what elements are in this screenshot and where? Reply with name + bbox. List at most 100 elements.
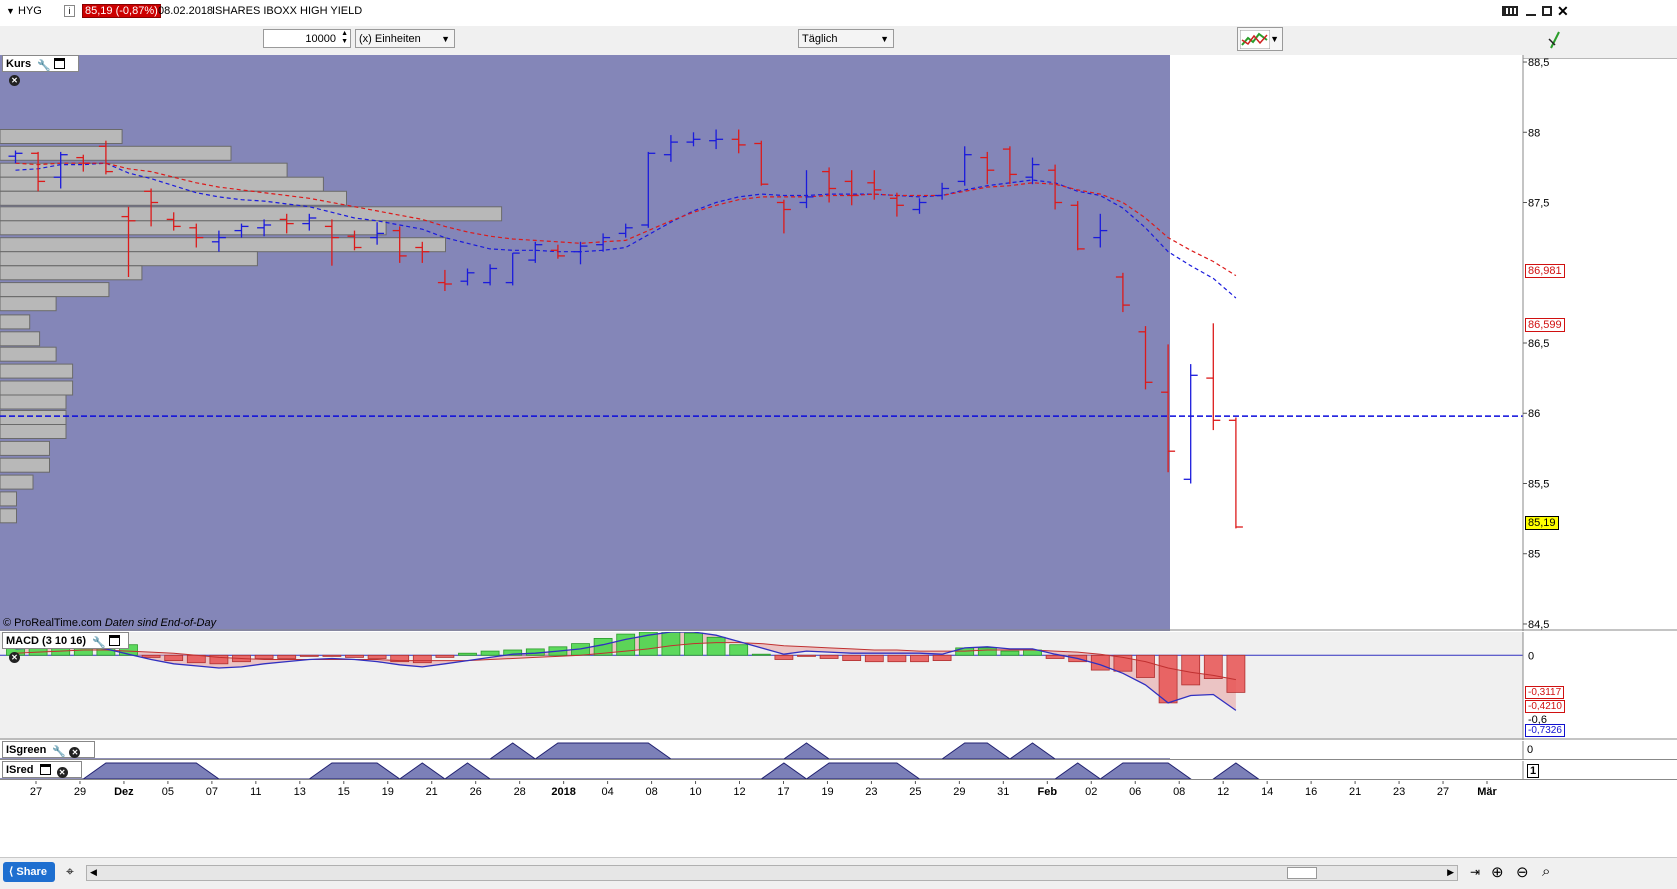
ohlc-bar	[460, 268, 475, 286]
date-tick-label: 27	[1437, 786, 1449, 798]
macd-histogram-bar	[277, 654, 297, 659]
macd-panel-title: MACD (3 10 16)	[6, 635, 87, 647]
ohlc-bar	[257, 219, 272, 237]
ohlc-bar	[957, 146, 972, 186]
ohlc-bar	[754, 140, 769, 186]
macd-histogram-bar	[480, 650, 500, 656]
ohlc-bar	[935, 182, 950, 200]
copyright-text: © ProRealTime.com	[3, 617, 102, 629]
footer-note: © ProRealTime.com Daten sind End-of-Day	[3, 617, 216, 629]
cursor-icon[interactable]: ⌖	[66, 863, 74, 879]
macd-histogram-bar	[706, 636, 726, 656]
ohlc-bar	[709, 129, 724, 150]
date-tick-label: 06	[1129, 786, 1141, 798]
ohlc-bar	[483, 264, 498, 286]
date-tick-label: 02	[1085, 786, 1097, 798]
instrument-name: ISHARES IBOXX HIGH YIELD	[212, 5, 363, 17]
ohlc-bar	[618, 223, 633, 238]
close-icon[interactable]: ✕	[9, 75, 20, 86]
macd-histogram-bar	[932, 654, 952, 661]
zoom-in-icon[interactable]: ⊕	[1491, 864, 1504, 881]
scroll-left-icon[interactable]: ◀	[90, 867, 97, 877]
date-tick-label: 31	[997, 786, 1009, 798]
ohlc-bar	[686, 132, 701, 147]
ohlc-bar	[166, 212, 181, 231]
price-panel-label[interactable]: Kurs 🔧 ✕	[2, 55, 79, 86]
minimize-icon[interactable]	[1526, 14, 1536, 16]
date-tick-label: 05	[162, 786, 174, 798]
date-tick-label: 10	[689, 786, 701, 798]
time-scrollbar[interactable]: ◀ ▶	[86, 865, 1458, 881]
macd-histogram-bar	[616, 633, 636, 656]
price-tick-label: 86	[1528, 408, 1540, 420]
ohlc-bar	[912, 198, 927, 214]
chevron-down-icon: ▼	[1270, 34, 1279, 44]
magnifier-icon[interactable]: ⌕	[1542, 863, 1551, 880]
date-tick-label: 21	[426, 786, 438, 798]
scrollbar-thumb[interactable]	[1287, 867, 1317, 879]
header-date: 08.02.2018	[158, 5, 214, 17]
quantity-input[interactable]: 10000 ▲ ▼	[263, 29, 351, 48]
ohlc-bar	[1070, 201, 1085, 251]
ohlc-bar	[1115, 272, 1130, 313]
isred-segment	[81, 762, 221, 780]
moving-average-line	[15, 162, 1237, 277]
ohlc-bar	[76, 154, 91, 172]
ohlc-bar	[1183, 364, 1198, 484]
ohlc-bar	[211, 230, 226, 252]
ohlc-bar	[324, 219, 339, 266]
ohlc-bar	[98, 140, 113, 175]
window-icon[interactable]	[109, 635, 121, 646]
share-button[interactable]: ⟨ Share	[3, 862, 55, 882]
close-icon[interactable]: ✕	[9, 652, 20, 663]
scroll-right-icon[interactable]: ▶	[1447, 867, 1454, 877]
volume-profile-bar	[0, 129, 123, 144]
isgreen-value: 0	[1527, 744, 1534, 756]
date-tick-label: 29	[953, 786, 965, 798]
volume-profile-bar	[0, 474, 34, 490]
date-tick-label: 25	[909, 786, 921, 798]
toolbar: 10000 ▲ ▼ (x) Einheiten ▼ Täglich ▼ ▼	[0, 26, 1677, 59]
symbol-dropdown-icon[interactable]: ▼	[6, 6, 15, 16]
close-icon[interactable]: ✕	[56, 767, 68, 778]
macd-chart: 0 -0,6	[0, 632, 1677, 740]
volume-profile-bar	[0, 380, 74, 396]
date-axis: 27 29 Dez 05 07 11 13 15 19 21 26 28 2018 04 08 10 12 17 1…	[30, 781, 1497, 798]
date-tick-label: 28	[514, 786, 526, 798]
ohlc-bar	[189, 223, 204, 248]
wrench-icon[interactable]: 🔧	[52, 746, 67, 758]
macd-histogram-bar	[1226, 654, 1246, 693]
keyboard-icon[interactable]	[1502, 6, 1518, 16]
close-icon[interactable]: ✕	[1557, 3, 1569, 19]
date-tick-label: 13	[294, 786, 306, 798]
volume-profile-bar	[0, 424, 67, 439]
date-tick-label: 11	[250, 786, 261, 798]
share-icon: ⟨	[9, 866, 14, 878]
isgreen-panel-label[interactable]: ISgreen 🔧 ✕	[2, 741, 95, 758]
wrench-icon[interactable]: 🔧	[37, 60, 51, 72]
ohlc-bar	[1093, 213, 1108, 248]
isred-panel-label[interactable]: ISred ✕	[2, 761, 82, 778]
info-icon[interactable]: i	[64, 5, 75, 17]
wrench-icon[interactable]: 🔧	[92, 637, 106, 649]
eod-note: Daten sind End-of-Day	[104, 617, 217, 629]
period-select[interactable]: Täglich ▼	[798, 29, 894, 48]
period-select-label: Täglich	[802, 33, 838, 45]
window-icon[interactable]	[54, 58, 66, 69]
chart-type-button[interactable]: ▼	[1237, 27, 1283, 51]
maximize-icon[interactable]	[1542, 6, 1552, 16]
drawing-tool-icon[interactable]	[1548, 29, 1562, 51]
window-icon[interactable]	[39, 764, 51, 775]
zoom-out-icon[interactable]: ⊖	[1516, 864, 1529, 881]
macd-panel-label[interactable]: MACD (3 10 16) 🔧 ✕	[2, 632, 129, 663]
close-icon[interactable]: ✕	[69, 747, 81, 758]
macd-histogram-bar	[503, 649, 523, 656]
symbol-label[interactable]: HYG	[18, 5, 42, 17]
stepper-icon[interactable]: ▲ ▼	[341, 30, 348, 45]
macd-histogram-bar	[209, 654, 229, 665]
macd-histogram-bar	[367, 654, 387, 659]
ohlc-bar	[822, 167, 837, 203]
macd-histogram-bar	[729, 644, 749, 656]
unit-select[interactable]: (x) Einheiten ▼	[355, 29, 455, 48]
step-icon[interactable]: ⇥	[1470, 865, 1481, 879]
